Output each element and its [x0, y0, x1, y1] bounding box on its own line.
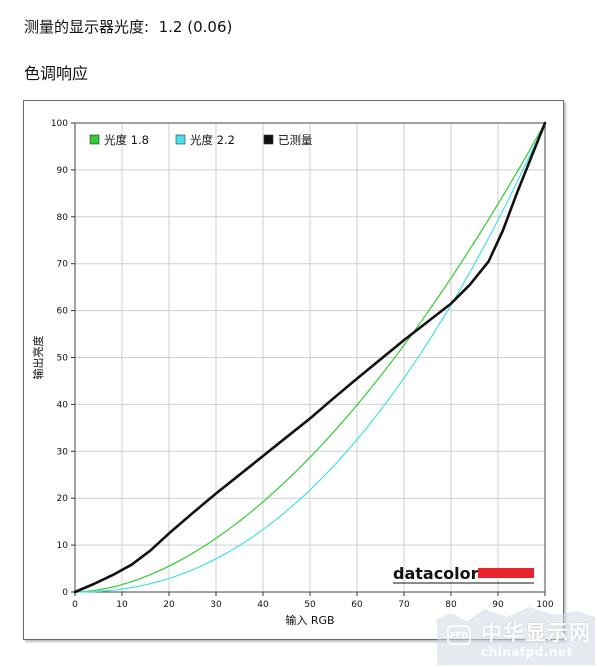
x-tick-label: 50	[304, 600, 316, 610]
series-line-measured	[73, 121, 547, 594]
datacolor-red-bar	[478, 568, 534, 578]
x-tick-label: 90	[492, 600, 504, 610]
x-tick-label: 20	[163, 600, 175, 610]
x-tick-label: 100	[536, 600, 553, 610]
watermark: FPD 中华显示网 chinafpd.net	[437, 607, 595, 665]
x-axis-label: 输入 RGB	[285, 613, 334, 627]
plot-border	[74, 122, 546, 593]
tone-response-chart: 0 10 20 30 40 50 60 70 80 90 100 0 10 20 30 40 50 60 70 80 9…	[23, 100, 564, 640]
y-tick-label: 50	[57, 354, 69, 364]
x-tick-label: 0	[72, 600, 78, 610]
legend-label-gamma-2-2: 光度 2.2	[190, 133, 235, 147]
legend-label-measured: 已测量	[278, 133, 313, 147]
measured-gamma-label: 测量的显示器光度:	[24, 18, 150, 36]
x-tick-label: 40	[257, 600, 269, 610]
watermark-badge: FPD	[447, 625, 471, 645]
series-line-gamma-2-2	[74, 122, 546, 593]
y-tick-label: 70	[57, 260, 69, 270]
legend-swatch-gamma-1-8	[89, 134, 100, 145]
x-tick-label: 10	[116, 600, 128, 610]
watermark-burst	[437, 607, 595, 665]
y-tick-label: 20	[57, 494, 69, 504]
measured-gamma-value: 1.2 (0.06)	[158, 18, 233, 36]
watermark-name: 中华显示网	[481, 621, 591, 645]
y-tick-label: 0	[62, 588, 68, 598]
x-tick-label: 60	[351, 600, 363, 610]
x-tick-label: 80	[445, 600, 457, 610]
chart-svg: 0 10 20 30 40 50 60 70 80 90 100 0 10 20 30 40 50 60 70 80 9…	[31, 119, 554, 627]
legend-label-gamma-1-8: 光度 1.8	[104, 133, 149, 147]
series-line-gamma-1-8	[74, 122, 546, 593]
legend-swatch-gamma-2-2	[175, 134, 186, 145]
x-tick-label: 70	[398, 600, 410, 610]
x-tick-label: 30	[210, 600, 222, 610]
datacolor-logo: datacolor	[393, 564, 479, 583]
y-tick-label: 80	[57, 213, 69, 223]
y-tick-label: 60	[57, 307, 69, 317]
y-tick-label: 40	[57, 400, 69, 410]
y-axis-label: 输出亮度	[31, 336, 45, 380]
measured-gamma-line: 测量的显示器光度: 1.2 (0.06)	[24, 16, 232, 37]
section-title: 色调响应	[24, 64, 89, 83]
y-tick-label: 100	[51, 119, 68, 129]
legend-swatch-measured	[263, 134, 274, 145]
y-tick-label: 30	[57, 447, 69, 457]
watermark-url: chinafpd.net	[481, 645, 573, 659]
y-tick-label: 90	[57, 166, 69, 176]
y-tick-label: 10	[57, 541, 69, 551]
